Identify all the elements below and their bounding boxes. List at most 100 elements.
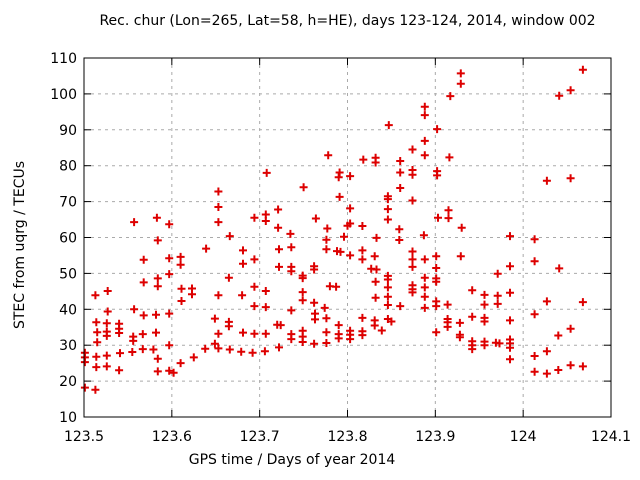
data-point [91, 291, 100, 300]
data-point [370, 321, 379, 330]
data-point [506, 316, 514, 325]
data-point [578, 298, 587, 307]
data-point [214, 187, 223, 196]
data-point [116, 349, 124, 358]
data-point [434, 213, 442, 222]
data-point [115, 366, 124, 375]
data-point [274, 205, 283, 214]
data-point [408, 196, 417, 205]
y-tick-label: 20 [59, 374, 77, 390]
data-point [334, 173, 343, 182]
data-point [336, 247, 345, 256]
data-point [419, 231, 428, 240]
data-point [343, 221, 352, 230]
data-point [261, 287, 270, 295]
data-point [80, 358, 89, 367]
data-point [455, 318, 464, 327]
data-point [566, 86, 575, 95]
data-point [102, 351, 111, 360]
data-point [396, 302, 405, 311]
data-point [152, 213, 161, 222]
data-point [239, 246, 247, 255]
data-point [189, 353, 198, 362]
data-point [383, 195, 392, 204]
data-point [420, 292, 429, 301]
data-point [324, 151, 333, 160]
data-point [530, 310, 539, 319]
data-point [408, 247, 417, 256]
data-point [408, 145, 417, 154]
data-point [93, 328, 102, 337]
data-point [455, 333, 464, 342]
data-point [332, 282, 341, 291]
data-point [310, 265, 319, 274]
data-point [176, 252, 185, 261]
data-point [287, 243, 296, 252]
y-tick-label: 10 [59, 410, 77, 426]
data-point [506, 355, 514, 364]
data-point [298, 288, 307, 297]
data-point [103, 307, 112, 316]
data-point [554, 331, 563, 340]
data-point [383, 301, 392, 309]
data-point [177, 297, 186, 305]
data-point [432, 328, 441, 337]
data-point [334, 334, 343, 343]
data-point [102, 362, 111, 371]
y-tick-label: 70 [59, 195, 77, 211]
data-point [420, 151, 429, 160]
data-point [395, 236, 404, 244]
data-point [371, 293, 380, 302]
data-point [214, 329, 223, 338]
data-point [129, 336, 138, 345]
data-point [530, 257, 539, 266]
data-point [383, 205, 392, 214]
data-point [420, 102, 429, 111]
data-point [370, 252, 379, 261]
data-point [445, 153, 454, 162]
data-point [239, 328, 247, 337]
x-tick-label: 124.1 [591, 429, 631, 445]
data-point [138, 330, 147, 339]
data-point [177, 284, 186, 293]
data-point [383, 275, 392, 284]
data-point [433, 125, 442, 134]
data-point [214, 203, 223, 211]
data-point [408, 255, 417, 264]
data-point [298, 296, 307, 305]
data-point [396, 184, 405, 192]
data-point [320, 303, 329, 312]
data-point [371, 277, 380, 286]
data-point [261, 217, 270, 225]
data-point [225, 345, 234, 354]
data-point [91, 385, 100, 394]
data-point [322, 235, 331, 244]
data-point [359, 155, 368, 164]
data-point [346, 204, 355, 213]
data-point [383, 315, 392, 323]
data-point [262, 168, 271, 177]
data-point [201, 344, 210, 353]
data-point [248, 348, 257, 357]
data-point [287, 335, 296, 344]
data-point [250, 255, 259, 264]
data-point [261, 329, 270, 338]
data-point [506, 343, 514, 352]
data-point [384, 121, 393, 130]
data-point [456, 79, 465, 88]
data-point [274, 223, 283, 232]
data-point [408, 170, 417, 179]
data-point [432, 277, 441, 286]
data-point [506, 262, 514, 271]
data-point [420, 283, 429, 292]
data-point [408, 288, 417, 297]
data-point [202, 244, 211, 253]
x-tick-label: 123.7 [240, 429, 280, 445]
data-point [358, 313, 367, 322]
data-point [80, 383, 89, 392]
data-point [555, 91, 564, 100]
data-point [396, 157, 405, 165]
data-point [176, 359, 185, 368]
data-point [493, 291, 502, 300]
data-point [346, 335, 355, 344]
